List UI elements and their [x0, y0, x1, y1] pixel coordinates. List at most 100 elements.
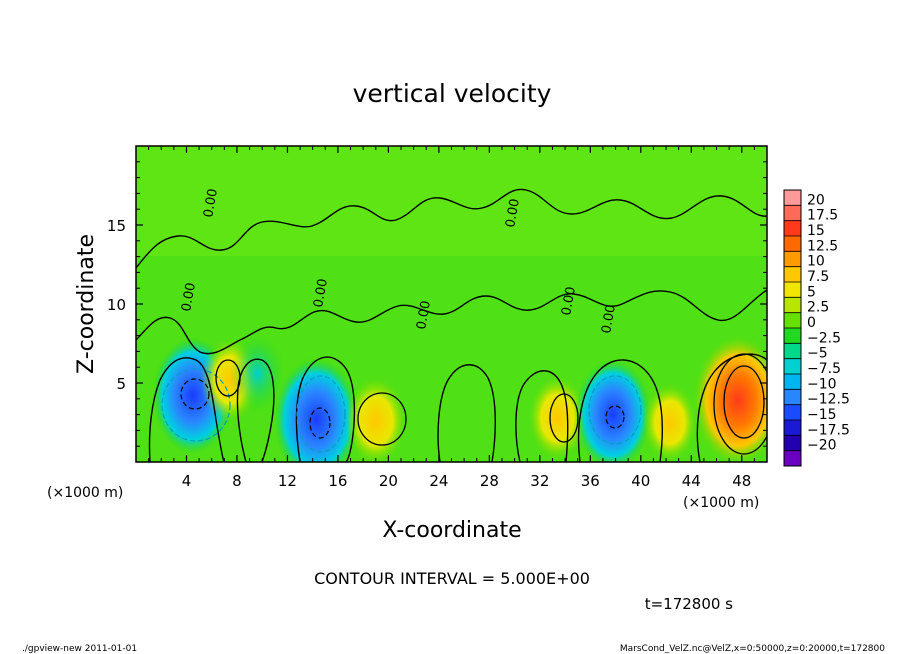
contour-line	[577, 359, 663, 462]
contour-line	[437, 364, 496, 462]
colorbar-swatch	[784, 435, 801, 451]
contour-interval-text: CONTOUR INTERVAL = 5.000E+00	[314, 569, 590, 588]
colorbar-swatch	[784, 282, 801, 298]
x-tick-label: 24	[429, 472, 448, 490]
x-axis-label: X-coordinate	[382, 518, 521, 543]
contour-solid	[723, 365, 765, 439]
colorbar-swatch	[784, 312, 801, 329]
positive-contours	[215, 353, 767, 455]
x-tick-label: 44	[682, 472, 701, 490]
contour-label: 0.00	[559, 286, 579, 317]
contour-label: 0.00	[503, 198, 523, 229]
contour-line	[696, 353, 767, 462]
y-axis-label: Z-coordinate	[74, 234, 99, 374]
contour-solid	[713, 353, 767, 455]
negative-contours	[161, 368, 642, 453]
updraft-anomaly	[528, 375, 587, 461]
colorbar-label: 20	[807, 192, 825, 208]
contour-label: 0.00	[311, 278, 331, 309]
updraft-anomaly	[642, 383, 698, 462]
footer-right: MarsCond_VelZ.nc@VelZ,x=0:50000,z=0:2000…	[620, 644, 885, 654]
colorbar-label: 5	[807, 284, 816, 300]
colorbar-label: 0	[807, 315, 816, 331]
contour-line	[515, 370, 569, 462]
x-unit-label-right: (×1000 m)	[683, 495, 759, 511]
x-tick-label: 4	[182, 472, 192, 490]
contour-labels: 0.00 0.00 0.00 0.00 0.00 0.00 0.00	[179, 188, 619, 335]
downdraft-anomaly	[229, 334, 285, 413]
x-tick-label: 28	[480, 472, 499, 490]
colorbar-swatch	[784, 328, 801, 344]
x-tick-label: 8	[232, 472, 242, 490]
time-text: t=172800 s	[645, 595, 733, 613]
contour-dashed	[588, 375, 642, 445]
chart-title: vertical velocity	[353, 79, 552, 108]
x-tick-label: 40	[631, 472, 650, 490]
y-tick-label: 5	[116, 375, 126, 393]
contour-line	[136, 188, 767, 269]
x-unit-label-left: (×1000 m)	[47, 485, 123, 501]
contour-dashed	[605, 405, 625, 429]
x-axis: 4 8 12 16 20 24 28 32 36 40 44 48	[148, 146, 755, 490]
colorbar-label: 7.5	[807, 269, 829, 285]
colorbar-label: −5	[807, 346, 828, 362]
x-tick-label: 20	[379, 472, 398, 490]
colorbar-label: 15	[807, 223, 825, 239]
colorbar-swatch	[784, 251, 801, 267]
contour-dashed	[296, 375, 346, 453]
contour-solid	[215, 359, 241, 397]
colorbar-swatch	[784, 404, 801, 421]
x-tick-label: 12	[278, 472, 297, 490]
colorbar-swatch	[784, 389, 801, 405]
colorbar-label: −10	[807, 376, 837, 392]
x-tick-label: 16	[328, 472, 347, 490]
colorbar-swatch	[784, 266, 801, 283]
x-tick-label: 48	[732, 472, 751, 490]
colorbar-swatch	[784, 450, 801, 467]
colorbar-label: −15	[807, 407, 837, 423]
footer-left: ./gpview-new 2011-01-01	[22, 644, 137, 654]
colorbar-swatch	[784, 358, 801, 375]
contour-line	[295, 356, 356, 462]
zero-contours	[136, 188, 767, 462]
contour-dashed	[161, 368, 231, 442]
colorbar-label: 10	[807, 254, 825, 270]
y-tick-label: 15	[107, 217, 126, 235]
colorbar-swatch	[784, 220, 801, 237]
y-axis: 5 10 15	[107, 161, 767, 447]
colorbar-swatch	[784, 205, 801, 221]
colorbar-swatch	[784, 190, 801, 206]
colorbar-swatch	[784, 343, 801, 359]
contour-line	[148, 357, 225, 462]
colorbar-swatch	[784, 236, 801, 252]
x-tick-label: 36	[581, 472, 600, 490]
y-tick-label: 10	[107, 296, 126, 314]
downdraft-anomaly	[273, 357, 360, 462]
colorbar: 2017.51512.5107.552.50−2.5−5−7.5−10−12.5…	[783, 189, 850, 467]
updraft-anomaly	[345, 376, 407, 462]
colorbar-label: −7.5	[807, 361, 841, 377]
contour-line	[136, 289, 767, 355]
contour-solid	[357, 392, 407, 446]
contour-line	[236, 358, 275, 462]
colorbar-swatch	[784, 297, 801, 313]
contour-label: 0.00	[201, 188, 221, 219]
colorbar-swatch	[784, 374, 801, 390]
contour-label: 0.00	[414, 300, 434, 331]
contour-dashed	[180, 378, 210, 410]
contour-dashed	[309, 407, 331, 439]
colorbar-label: −17.5	[807, 422, 850, 438]
colorbar-swatch	[784, 420, 801, 436]
colorbar-label: 17.5	[807, 208, 838, 224]
colorbar-label: −20	[807, 438, 837, 454]
colorbar-label: 12.5	[807, 238, 838, 254]
colorbar-label: −2.5	[807, 330, 841, 346]
contour-label: 0.00	[599, 304, 619, 335]
colorbar-label: 2.5	[807, 300, 829, 316]
colorbar-label: −12.5	[807, 392, 850, 408]
plot-area: 0.00 0.00 0.00 0.00 0.00 0.00 0.00	[136, 146, 767, 462]
x-tick-label: 32	[530, 472, 549, 490]
contour-solid	[549, 393, 579, 443]
contour-label: 0.00	[179, 282, 199, 313]
